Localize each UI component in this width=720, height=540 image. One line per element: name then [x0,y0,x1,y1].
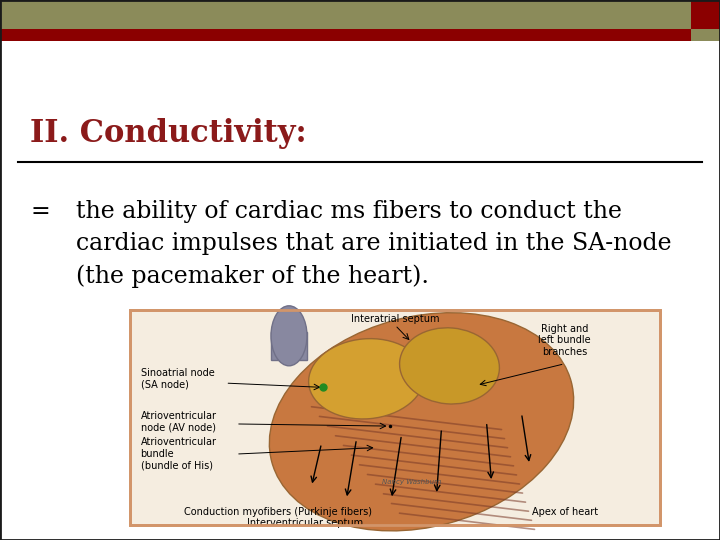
Text: Interatrial septum: Interatrial septum [351,314,439,323]
Ellipse shape [271,306,307,366]
Bar [691,0,720,29]
Text: Sinoatrial node
(SA node): Sinoatrial node (SA node) [140,368,215,389]
Text: Interventricular septum: Interventricular septum [247,518,363,528]
Bar [130,310,660,525]
Text: cardiac impulses that are initiated in the SA-node: cardiac impulses that are initiated in t… [76,232,671,255]
Text: (the pacemaker of the heart).: (the pacemaker of the heart). [76,264,428,287]
Text: Atrioventricular
bundle
(bundle of His): Atrioventricular bundle (bundle of His) [140,437,217,471]
Text: the ability of cardiac ms fibers to conduct the: the ability of cardiac ms fibers to cond… [76,200,621,223]
Bar [0,0,691,29]
Text: Apex of heart: Apex of heart [531,507,598,517]
Bar [691,29,720,41]
Text: Nancy Washburn: Nancy Washburn [382,479,441,485]
Text: Conduction myofibers (Purkinje fibers): Conduction myofibers (Purkinje fibers) [184,507,372,517]
Bar [271,332,307,360]
Ellipse shape [269,313,574,531]
Text: II. Conductivity:: II. Conductivity: [30,118,307,149]
Text: Right and
left bundle
branches: Right and left bundle branches [539,323,591,357]
Bar [130,310,660,525]
Text: Atrioventricular
node (AV node): Atrioventricular node (AV node) [140,411,217,433]
Text: =: = [30,200,50,223]
Ellipse shape [400,328,500,404]
Ellipse shape [309,339,424,419]
Bar [0,29,691,41]
